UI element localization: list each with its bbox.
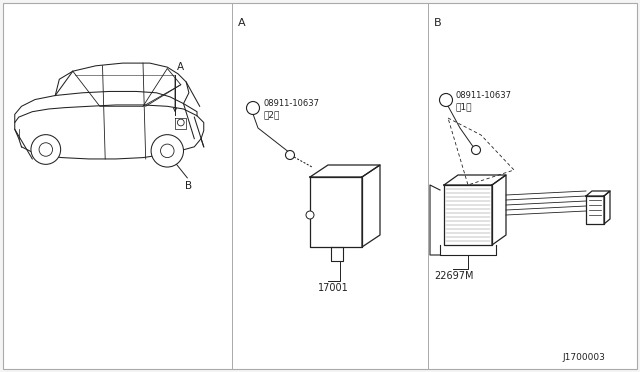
Circle shape: [161, 144, 174, 158]
Text: B: B: [434, 18, 442, 28]
Circle shape: [39, 143, 52, 156]
Text: A: A: [238, 18, 246, 28]
Circle shape: [246, 102, 259, 115]
Text: 17001: 17001: [318, 283, 349, 293]
Text: B: B: [186, 181, 193, 191]
Text: N: N: [443, 97, 449, 103]
Text: 08911-10637: 08911-10637: [263, 99, 319, 108]
Circle shape: [440, 93, 452, 106]
Circle shape: [177, 119, 184, 126]
Text: 22697M: 22697M: [434, 271, 474, 281]
Circle shape: [472, 145, 481, 154]
Text: J1700003: J1700003: [562, 353, 605, 362]
Text: 08911-10637: 08911-10637: [456, 90, 512, 99]
Circle shape: [151, 135, 184, 167]
Text: A: A: [177, 62, 184, 72]
Text: N: N: [250, 105, 256, 111]
Text: （1）: （1）: [456, 103, 472, 112]
Circle shape: [285, 151, 294, 160]
Circle shape: [31, 135, 61, 164]
FancyBboxPatch shape: [3, 3, 637, 369]
Text: （2）: （2）: [263, 110, 280, 119]
Circle shape: [306, 211, 314, 219]
